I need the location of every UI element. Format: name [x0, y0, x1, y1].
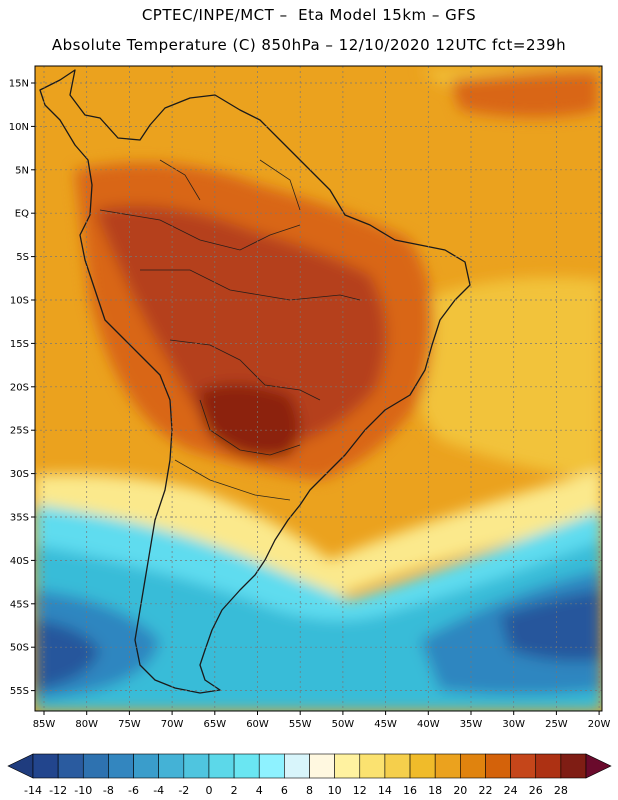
colorbar-label: 28 — [554, 784, 568, 797]
colorbar-swatch — [284, 753, 310, 779]
colorbar-swatch — [460, 753, 486, 779]
lat-tick-label: 5N — [15, 165, 29, 176]
lat-tick-label: 15N — [9, 79, 29, 90]
lon-tick-label: 60W — [246, 719, 269, 730]
lat-tick-label: 30S — [10, 469, 29, 480]
continent-coastline — [39, 69, 471, 694]
field-mild-region — [413, 66, 602, 480]
lat-tick-label: 20S — [10, 382, 29, 393]
lat-tick-label: 5S — [16, 252, 29, 263]
colorbar-swatch — [32, 753, 59, 779]
colorbar-swatch — [258, 753, 285, 779]
lon-tick-label: 25W — [545, 719, 568, 730]
colorbar-label: 18 — [428, 784, 442, 797]
colorbar-label: 10 — [328, 784, 342, 797]
colorbar: -14 -12 -10 -8 -6 -4 -2 0 2 4 6 8 10 12 14 16 18 20 22 24 26… — [7, 753, 612, 797]
colorbar-label: 12 — [353, 784, 367, 797]
lon-tick-label: 20W — [588, 719, 611, 730]
lon-tick-label: 65W — [203, 719, 226, 730]
colorbar-label: -14 — [24, 784, 42, 797]
temperature-field — [35, 66, 602, 711]
colorbar-swatch — [334, 753, 361, 779]
colorbar-swatch — [409, 753, 436, 779]
latitude-axis: 15N 10N 5N EQ 5S 10S 15S 20S 25S 30S 35S 40S 45S 50S 5… — [9, 79, 35, 697]
lat-tick-label: 10S — [10, 296, 29, 307]
colorbar-label: -10 — [74, 784, 92, 797]
colorbar-label: 2 — [231, 784, 238, 797]
colorbar-label: 4 — [256, 784, 263, 797]
colorbar-swatch — [309, 753, 335, 779]
colorbar-label: 26 — [529, 784, 543, 797]
lat-tick-label: 55S — [10, 686, 29, 697]
colorbar-swatch — [434, 753, 461, 779]
map-title-line-1: CPTEC/INPE/MCT – Eta Model 15km – GFS — [141, 6, 477, 24]
colorbar-label: 14 — [378, 784, 392, 797]
lat-tick-label: 10N — [9, 122, 29, 133]
lon-tick-label: 55W — [289, 719, 312, 730]
colorbar-label: 20 — [453, 784, 467, 797]
colorbar-swatch — [57, 753, 84, 779]
colorbar-swatch — [233, 753, 260, 779]
colorbar-label: -12 — [49, 784, 67, 797]
colorbar-swatch — [183, 753, 210, 779]
colorbar-swatch — [208, 753, 235, 779]
country-borders — [99, 159, 361, 501]
colorbar-label: 0 — [205, 784, 212, 797]
colorbar-label: -8 — [103, 784, 114, 797]
colorbar-label: 24 — [504, 784, 518, 797]
colorbar-label: 22 — [478, 784, 492, 797]
field-pale-region — [35, 470, 602, 600]
lon-tick-label: 75W — [118, 719, 141, 730]
lon-tick-label: 50W — [332, 719, 355, 730]
field-cold-deep-region — [35, 570, 602, 700]
lat-tick-label: 50S — [10, 643, 29, 654]
lon-tick-label: 35W — [460, 719, 483, 730]
lon-tick-label: 30W — [502, 719, 525, 730]
map-frame — [34, 65, 603, 712]
lat-tick-label: 45S — [10, 599, 29, 610]
colorbar-label: 6 — [281, 784, 288, 797]
longitude-axis: 85W 80W 75W 70W 65W 60W 55W 50W 45W 40W 35W 30W 25W 2… — [33, 711, 611, 730]
colorbar-min-arrow — [7, 753, 34, 779]
lat-tick-label: 25S — [10, 426, 29, 437]
colorbar-swatch — [158, 753, 185, 779]
colorbar-swatch — [82, 753, 109, 779]
lon-tick-label: 45W — [374, 719, 397, 730]
lon-tick-label: 40W — [417, 719, 440, 730]
colorbar-label: -4 — [153, 784, 164, 797]
colorbar-label: -2 — [178, 784, 189, 797]
colorbar-swatch — [485, 753, 511, 779]
lon-tick-label: 70W — [161, 719, 184, 730]
lat-tick-label: 15S — [10, 339, 29, 350]
colorbar-swatch — [510, 753, 537, 779]
colorbar-swatch — [535, 753, 562, 779]
colorbar-swatch — [359, 753, 386, 779]
lat-tick-label: 35S — [10, 513, 29, 524]
colorbar-label: 16 — [403, 784, 417, 797]
colorbar-swatch — [560, 753, 587, 779]
colorbar-swatch — [384, 753, 411, 779]
colorbar-swatch — [133, 753, 159, 779]
colorbar-max-arrow — [585, 753, 612, 779]
lon-tick-label: 80W — [75, 719, 98, 730]
lon-tick-label: 85W — [33, 719, 56, 730]
lat-tick-label: 40S — [10, 556, 29, 567]
field-hot-region — [95, 205, 387, 450]
colorbar-label: -6 — [128, 784, 139, 797]
colorbar-swatch — [108, 753, 134, 779]
lat-tick-label: EQ — [15, 209, 29, 220]
map-title-line-2: Absolute Temperature (C) 850hPa – 12/10/… — [51, 36, 567, 54]
colorbar-label: 8 — [306, 784, 313, 797]
